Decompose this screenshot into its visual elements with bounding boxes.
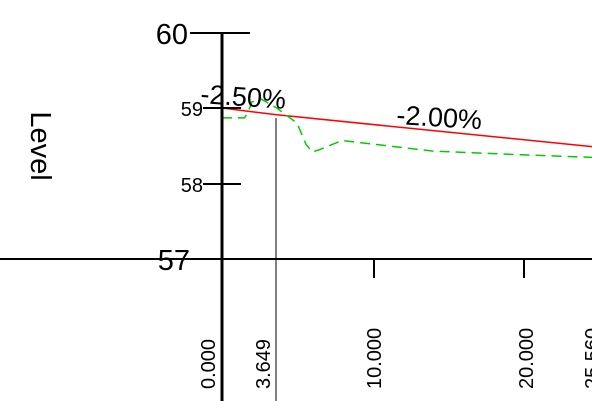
grade-label-second: -2.00% xyxy=(396,100,483,135)
station-label-25560: 25.560 xyxy=(582,328,592,389)
level-label-60: 60 xyxy=(156,19,188,51)
station-label-0: 0.000 xyxy=(198,339,220,389)
station-label-20: 20.000 xyxy=(516,328,538,389)
grade-label-first: -2.50% xyxy=(200,79,287,115)
design-grade-line xyxy=(221,107,592,148)
station-label-3649: 3.649 xyxy=(253,339,275,389)
level-axis-title: Level xyxy=(24,111,56,180)
existing-ground-line xyxy=(222,98,592,159)
station-label-10: 10.000 xyxy=(364,328,386,389)
level-label-58: 58 xyxy=(181,175,203,197)
level-label-59: 59 xyxy=(181,99,203,121)
level-label-57: 57 xyxy=(158,245,190,277)
